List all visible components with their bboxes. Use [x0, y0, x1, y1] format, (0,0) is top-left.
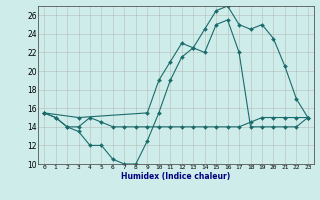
X-axis label: Humidex (Indice chaleur): Humidex (Indice chaleur) [121, 172, 231, 181]
